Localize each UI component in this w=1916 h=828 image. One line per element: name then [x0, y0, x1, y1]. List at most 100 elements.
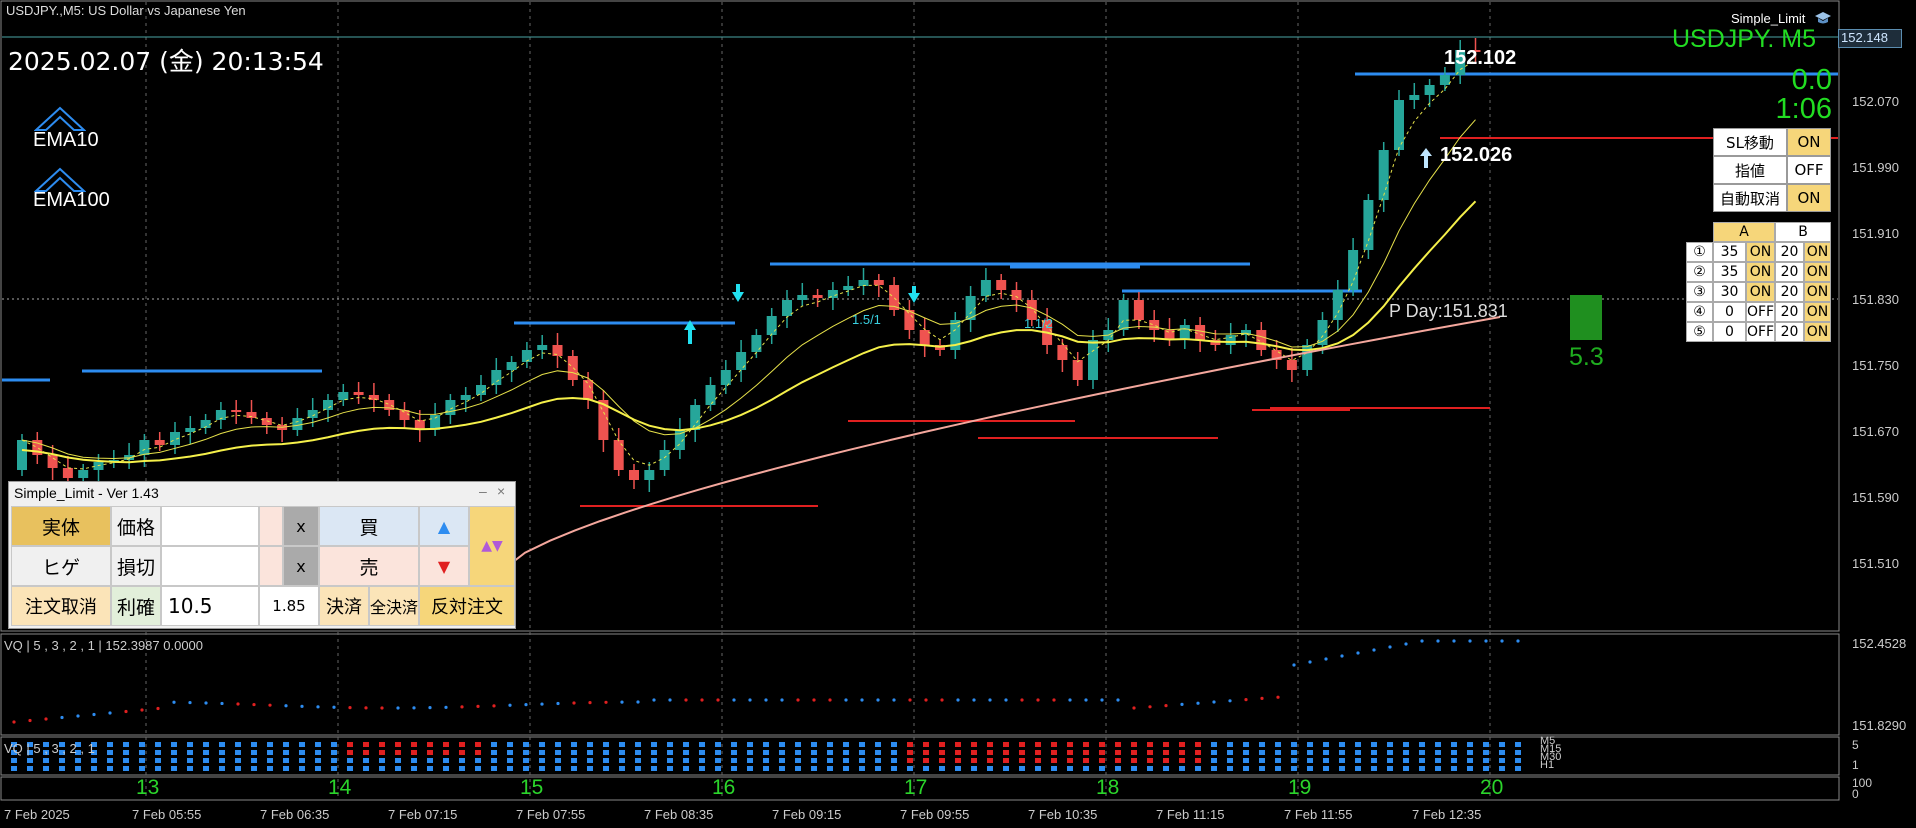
- vq-dot: [332, 705, 336, 709]
- ab-a-value[interactable]: 30: [1713, 282, 1746, 302]
- vq-cell: [651, 750, 657, 755]
- vq-cell: [299, 758, 305, 763]
- close-all-button[interactable]: 全決済: [369, 586, 419, 626]
- vq-cell: [219, 758, 225, 763]
- vq-cell: [299, 766, 305, 771]
- price-input[interactable]: [161, 506, 259, 546]
- ab-b-toggle[interactable]: ON: [1804, 302, 1831, 322]
- candle-body: [430, 415, 441, 430]
- vq-cell: [1307, 758, 1313, 763]
- ab-a-value[interactable]: 0: [1713, 302, 1746, 322]
- vq-cell: [1131, 750, 1137, 755]
- ab-b-value[interactable]: 20: [1775, 282, 1804, 302]
- close-icon[interactable]: ×: [497, 483, 506, 499]
- indicator-hat-icon[interactable]: [1814, 10, 1832, 30]
- vq-cell: [603, 758, 609, 763]
- ab-b-toggle[interactable]: ON: [1804, 242, 1831, 262]
- buy-button[interactable]: 買: [319, 506, 419, 546]
- vq-cell: [539, 758, 545, 763]
- vq-dot: [1180, 702, 1184, 707]
- ab-a-toggle[interactable]: ON: [1746, 282, 1775, 302]
- vq-cell: [1451, 766, 1457, 771]
- ab-b-value[interactable]: 20: [1775, 242, 1804, 262]
- vq-dot: [1324, 657, 1328, 661]
- sl-clear-button[interactable]: x: [283, 546, 319, 586]
- vq-dot: [972, 698, 976, 702]
- candle-body: [919, 330, 930, 345]
- vq-cell: [1467, 742, 1473, 747]
- vq-cell: [1115, 766, 1121, 771]
- candle-body: [705, 385, 716, 405]
- vq-cell: [1243, 750, 1249, 755]
- toggle-limit-button[interactable]: OFF: [1787, 156, 1831, 184]
- vq-cell: [1019, 742, 1025, 747]
- vq-dot: [860, 698, 864, 702]
- vq-cell: [747, 758, 753, 763]
- vq-cell: [1259, 766, 1265, 771]
- vq-cell: [1051, 742, 1057, 747]
- vq-cell: [251, 750, 257, 755]
- vq-cell: [283, 750, 289, 755]
- updown-toggle-icon[interactable]: ▲▼: [469, 506, 515, 586]
- time-tick: 7 Feb 05:55: [132, 807, 202, 822]
- ab-a-toggle[interactable]: OFF: [1746, 302, 1775, 322]
- hige-button[interactable]: ヒゲ: [11, 546, 111, 586]
- fib-label: 1.5/1: [852, 312, 881, 327]
- ema100-arrow-icon: [33, 165, 87, 199]
- vq-cell: [795, 750, 801, 755]
- vq-cell: [635, 750, 641, 755]
- ab-a-toggle[interactable]: ON: [1746, 242, 1775, 262]
- ab-b-value[interactable]: 20: [1775, 302, 1804, 322]
- minimize-icon[interactable]: –: [479, 483, 487, 499]
- sell-button[interactable]: 売: [319, 546, 419, 586]
- vq-cell: [1515, 750, 1521, 755]
- vq-dot: [892, 698, 896, 702]
- vq-cell: [1163, 742, 1169, 747]
- ab-b-toggle[interactable]: ON: [1804, 262, 1831, 282]
- vq-dot: [108, 711, 112, 715]
- up-arrow-icon: [1418, 146, 1434, 174]
- ab-b-value[interactable]: 20: [1775, 262, 1804, 282]
- vq-cell: [1003, 766, 1009, 771]
- price-clear-button[interactable]: x: [283, 506, 319, 546]
- tp-input[interactable]: 10.5: [161, 586, 259, 626]
- ab-a-toggle[interactable]: ON: [1746, 262, 1775, 282]
- candle-body: [445, 400, 456, 415]
- buy-arrow-icon[interactable]: ▲: [419, 506, 469, 546]
- vq-dot: [492, 704, 496, 708]
- sell-arrow-icon[interactable]: ▼: [419, 546, 469, 586]
- toggle-sl-button[interactable]: ON: [1787, 128, 1831, 156]
- sl-input[interactable]: [161, 546, 259, 586]
- vq-cell: [1355, 742, 1361, 747]
- vq-cell: [603, 750, 609, 755]
- jittai-button[interactable]: 実体: [11, 506, 111, 546]
- candle-body: [629, 470, 639, 480]
- reverse-order-button[interactable]: 反対注文: [419, 586, 515, 626]
- vq-dot: [540, 702, 544, 706]
- ab-a-value[interactable]: 0: [1713, 322, 1746, 342]
- cancel-orders-button[interactable]: 注文取消: [11, 586, 111, 626]
- vq-cell: [1227, 742, 1233, 747]
- candle-body: [644, 470, 655, 480]
- toggle-autocancel-button[interactable]: ON: [1787, 184, 1831, 212]
- ab-b-toggle[interactable]: ON: [1804, 282, 1831, 302]
- vq-dot: [156, 706, 160, 711]
- tf-label: M15: [1540, 743, 1562, 755]
- vq-cell: [1035, 742, 1041, 747]
- vq-cell: [91, 742, 97, 747]
- ab-a-value[interactable]: 35: [1713, 262, 1746, 282]
- vq-cell: [811, 742, 817, 747]
- vq-cell: [1035, 750, 1041, 755]
- ab-a-value[interactable]: 35: [1713, 242, 1746, 262]
- ab-a-toggle[interactable]: OFF: [1746, 322, 1775, 342]
- vq-cell: [859, 750, 865, 755]
- vq-cell: [187, 750, 193, 755]
- ab-b-toggle[interactable]: ON: [1804, 322, 1831, 342]
- candle-body: [353, 392, 364, 395]
- vq-cell: [891, 750, 897, 755]
- ab-b-value[interactable]: 20: [1775, 322, 1804, 342]
- close-position-button[interactable]: 決済: [319, 586, 369, 626]
- vq-cell: [571, 742, 577, 747]
- ab-header-a: A: [1713, 222, 1775, 242]
